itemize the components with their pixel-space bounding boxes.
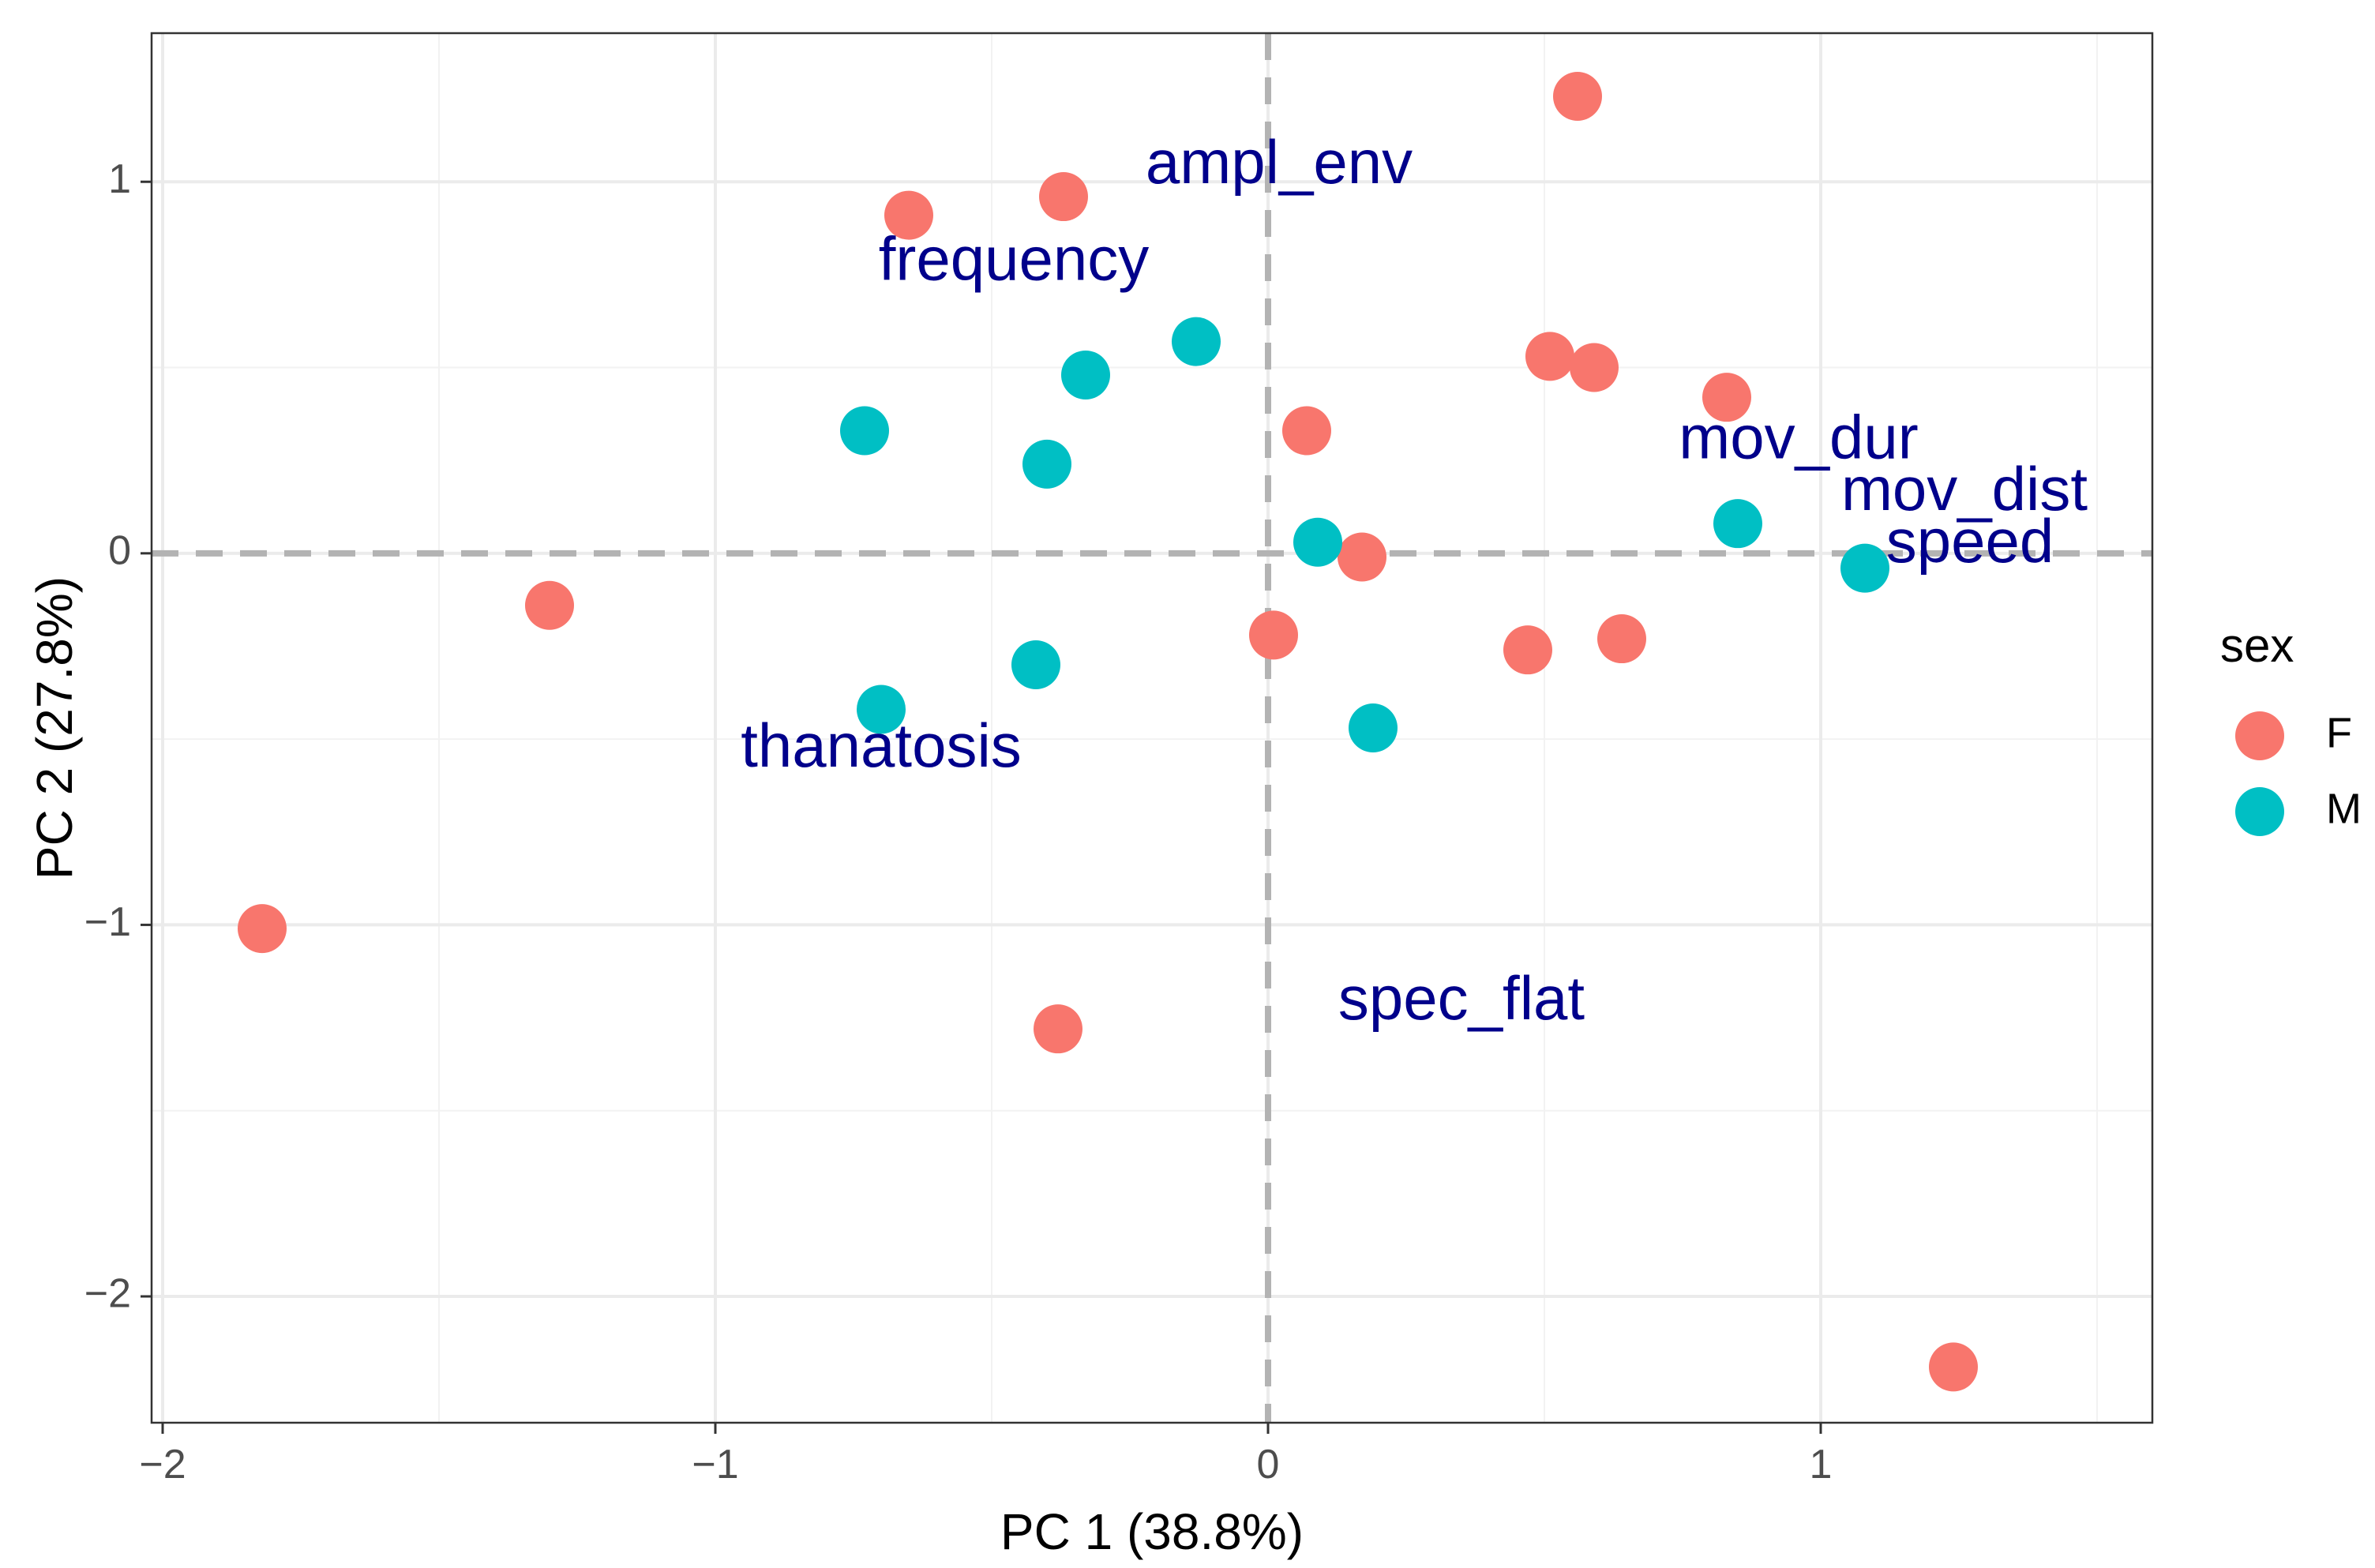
legend-label-f: F xyxy=(2326,709,2352,756)
legend-key-m xyxy=(2235,787,2284,836)
data-point-f xyxy=(1034,1004,1082,1054)
legend: sex FM xyxy=(2220,619,2362,836)
data-point-f xyxy=(1282,406,1331,456)
data-point-f xyxy=(1553,72,1602,121)
data-point-m xyxy=(1293,517,1342,567)
x-tick-label: 0 xyxy=(1257,1442,1280,1487)
y-axis-ticks: 1 0 −1 −2 xyxy=(84,156,152,1317)
data-points xyxy=(238,72,1978,1392)
panel-border xyxy=(150,32,2154,1424)
data-point-m xyxy=(1172,317,1221,366)
x-tick-label: −2 xyxy=(139,1442,186,1487)
data-point-m xyxy=(1713,499,1762,549)
data-point-m xyxy=(1011,640,1060,689)
data-point-f xyxy=(1039,172,1088,222)
data-point-m xyxy=(1022,439,1071,489)
minor-gridlines xyxy=(152,33,2152,1423)
y-axis-title: PC 2 (27.8%) xyxy=(26,576,83,880)
legend-entries: FM xyxy=(2235,709,2362,836)
x-tick-label: −1 xyxy=(692,1442,738,1487)
data-point-f xyxy=(1570,343,1619,392)
data-point-m xyxy=(1349,703,1398,752)
data-point-f xyxy=(1702,373,1751,422)
data-point-m xyxy=(840,406,889,456)
data-point-m xyxy=(1840,543,1889,593)
variable-label: speed xyxy=(1886,506,2054,576)
data-point-f xyxy=(1249,610,1298,660)
legend-title: sex xyxy=(2220,619,2294,672)
x-axis-title: PC 1 (38.8%) xyxy=(1000,1503,1304,1560)
y-tick-label: −2 xyxy=(84,1271,131,1317)
variable-label: frequency xyxy=(879,223,1150,293)
data-point-f xyxy=(525,580,574,630)
data-point-f xyxy=(1929,1342,1978,1392)
legend-label-m: M xyxy=(2326,785,2362,832)
data-point-f xyxy=(238,904,287,954)
variable-label: thanatosis xyxy=(741,711,1022,780)
variable-label: mov_dur xyxy=(1679,402,1918,471)
data-point-f xyxy=(1597,614,1646,664)
data-point-f xyxy=(1338,532,1386,582)
reference-lines xyxy=(152,33,2152,1423)
variable-label: ampl_env xyxy=(1146,127,1413,197)
x-tick-label: 1 xyxy=(1810,1442,1833,1487)
data-point-m xyxy=(1061,350,1110,400)
legend-key-f xyxy=(2235,711,2284,760)
variable-label: mov_dist xyxy=(1841,454,2088,523)
y-tick-label: 0 xyxy=(108,528,131,574)
data-point-f xyxy=(884,190,933,240)
data-point-f xyxy=(1525,332,1574,381)
data-point-f xyxy=(1503,625,1552,675)
y-tick-label: −1 xyxy=(84,899,131,945)
y-tick-label: 1 xyxy=(108,156,131,202)
variable-label: spec_flat xyxy=(1338,963,1585,1033)
x-axis-ticks: −2 −1 0 1 xyxy=(139,1423,1832,1487)
data-point-m xyxy=(857,685,906,734)
